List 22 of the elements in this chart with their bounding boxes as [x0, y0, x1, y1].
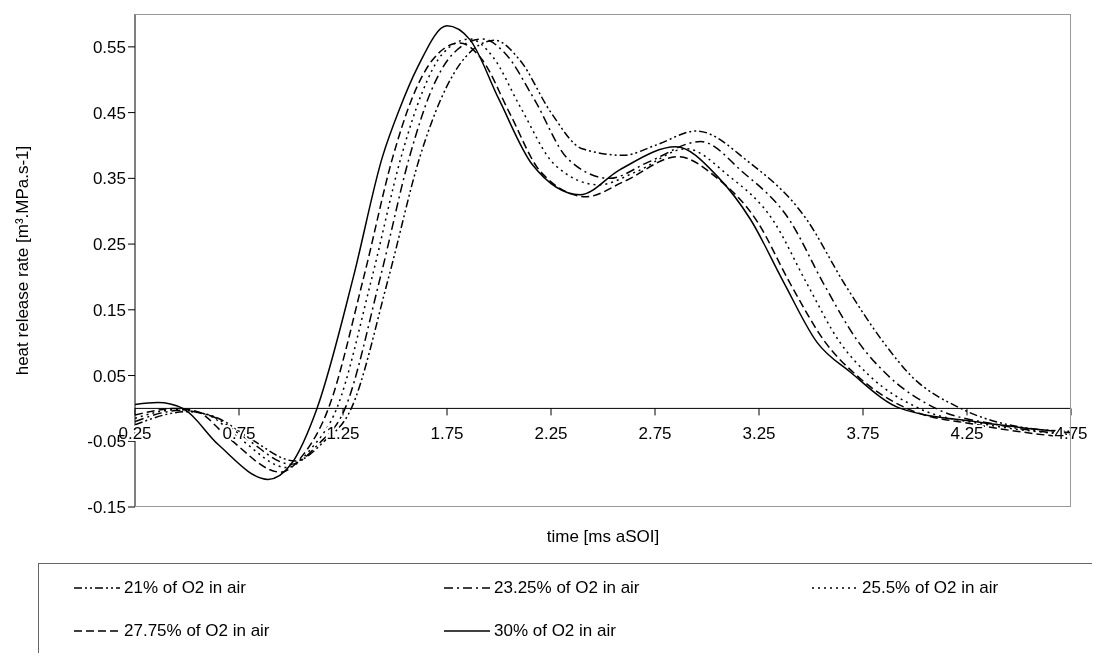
legend-label: 23.25% of O2 in air: [494, 578, 640, 598]
legend-label: 21% of O2 in air: [124, 578, 246, 598]
x-tick-label: 3.25: [742, 424, 776, 444]
x-tick-label: 2.25: [534, 424, 568, 444]
y-tick-label: 0.55: [92, 37, 126, 57]
legend-label: 25.5% of O2 in air: [862, 578, 999, 598]
x-axis-title: time [ms aSOI]: [545, 527, 661, 547]
x-tick-label: 1.25: [326, 424, 360, 444]
y-tick-label: -0.15: [87, 498, 126, 518]
y-tick-label: 0.15: [92, 300, 126, 320]
y-tick-label: 0.35: [92, 169, 126, 189]
legend-label: 27.75% of O2 in air: [124, 620, 270, 641]
y-tick-label: 0.05: [92, 366, 126, 386]
y-tick-label: 0.45: [92, 103, 126, 123]
x-tick-label: 4.25: [950, 424, 984, 444]
x-tick-label: 3.75: [846, 424, 880, 444]
x-tick-label: 1.75: [430, 424, 464, 444]
y-axis-title: heat release rate [m³.MPa.s-1]: [13, 145, 33, 376]
x-tick-label: 2.75: [638, 424, 672, 444]
legend-label: 30% of O2 in air: [494, 620, 616, 641]
y-tick-label: 0.25: [92, 235, 126, 255]
x-tick-label: 4.75: [1054, 424, 1088, 444]
